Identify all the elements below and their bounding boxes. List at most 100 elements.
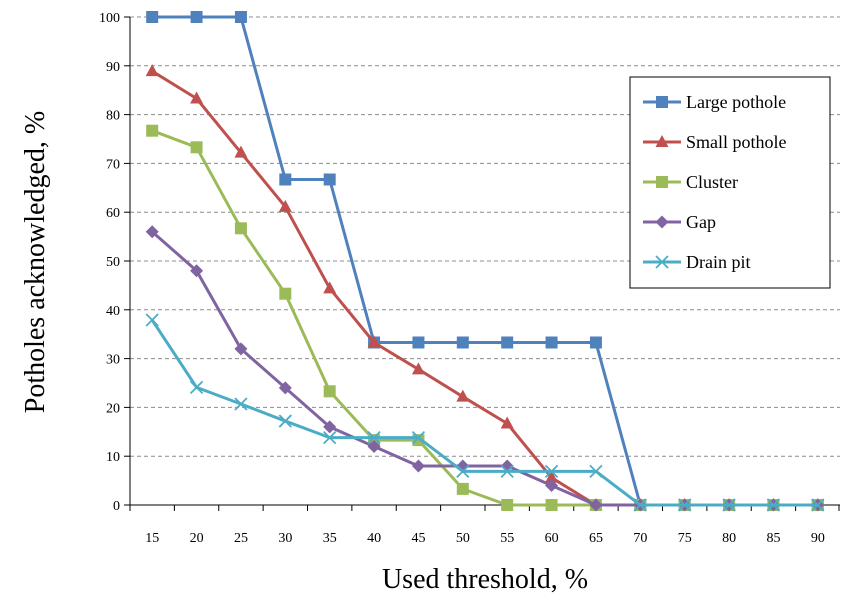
y-tick-label: 90	[106, 60, 120, 75]
legend-label: Large pothole	[686, 92, 786, 112]
legend-entry-small-pothole: Small pothole	[643, 132, 787, 152]
y-tick-label: 0	[113, 499, 120, 514]
x-tick-label: 35	[323, 531, 337, 546]
data-point-gap	[323, 420, 337, 434]
data-point-drain-pit	[811, 498, 825, 512]
y-tick-labels: 0 10 20 30 40 50 60 70 80 90 100	[99, 11, 120, 514]
legend-marker	[655, 135, 669, 147]
data-point-drain-pit	[145, 313, 159, 327]
data-point-small-pothole	[278, 199, 292, 212]
x-tick-labels: 15 20 25 30 35 40 45 50 55 60 65 70 75 80 85 90	[145, 531, 825, 546]
x-tick-label: 55	[500, 531, 514, 546]
data-point-cluster	[323, 385, 336, 398]
data-point-small-pothole	[234, 145, 248, 158]
y-tick-label: 80	[106, 109, 120, 124]
x-tick-label: 45	[411, 531, 425, 546]
x-tick-label: 60	[545, 531, 559, 546]
data-point-small-pothole	[145, 64, 159, 77]
series-layer	[145, 11, 825, 512]
data-point-drain-pit	[678, 498, 692, 512]
x-tick-label: 65	[589, 531, 603, 546]
legend-marker	[655, 255, 669, 269]
data-point-gap	[278, 381, 292, 395]
data-point-drain-pit	[456, 464, 470, 478]
data-point-large-pothole	[234, 11, 247, 23]
data-point-large-pothole	[190, 11, 203, 23]
legend-marker	[655, 215, 669, 229]
data-point-drain-pit	[766, 498, 781, 512]
data-point-small-pothole	[456, 389, 470, 402]
data-point-drain-pit	[633, 498, 647, 512]
data-point-drain-pit	[500, 464, 514, 478]
data-point-cluster	[234, 222, 247, 235]
data-point-small-pothole	[323, 281, 337, 294]
data-point-cluster	[146, 124, 159, 137]
data-point-drain-pit	[234, 397, 248, 411]
data-point-large-pothole	[545, 336, 558, 349]
data-point-large-pothole	[323, 173, 336, 186]
data-point-drain-pit	[367, 431, 381, 445]
data-point-small-pothole	[411, 362, 425, 375]
x-tick-label: 15	[145, 531, 159, 546]
x-axis-title: Used threshold, %	[382, 564, 588, 593]
data-point-small-pothole	[190, 91, 204, 104]
data-point-drain-pit	[278, 414, 292, 428]
data-point-drain-pit	[722, 498, 736, 512]
series-drain-pit	[145, 313, 825, 512]
y-tick-label: 60	[106, 206, 120, 221]
data-point-large-pothole	[456, 336, 469, 349]
data-point-large-pothole	[146, 11, 159, 23]
y-tick-label: 10	[106, 450, 120, 465]
x-tick-label: 20	[190, 531, 204, 546]
legend: Large pothole Small pothole Cluster Gap Drai…	[629, 76, 831, 289]
data-point-gap	[190, 264, 204, 278]
legend-label: Small pothole	[686, 132, 787, 152]
data-point-small-pothole	[367, 335, 381, 348]
data-point-gap	[411, 459, 425, 473]
y-tick-label: 70	[106, 157, 120, 172]
y-tick-label: 40	[106, 304, 120, 319]
legend-entry-cluster: Cluster	[643, 172, 738, 192]
data-point-large-pothole	[501, 336, 514, 349]
legend-marker	[656, 176, 668, 188]
y-axis-title: Potholes acknowledged, %	[20, 111, 51, 414]
x-tick-label: 90	[811, 531, 825, 546]
data-point-gap	[145, 225, 159, 239]
x-tick-label: 40	[367, 531, 381, 546]
x-tick-label: 85	[766, 531, 780, 546]
data-point-drain-pit	[589, 464, 603, 478]
data-point-drain-pit	[189, 380, 204, 395]
x-tick-label: 25	[234, 531, 248, 546]
data-point-drain-pit	[411, 431, 426, 445]
data-point-cluster	[190, 141, 203, 154]
data-point-gap	[545, 478, 559, 492]
series-line-drain-pit	[150, 319, 818, 507]
data-point-cluster	[545, 499, 558, 511]
y-tick-label: 100	[99, 11, 120, 26]
legend-label: Drain pit	[686, 252, 751, 272]
data-point-small-pothole	[545, 470, 559, 483]
legend-label: Gap	[686, 212, 716, 232]
data-point-gap	[367, 439, 381, 453]
data-point-gap	[234, 342, 248, 356]
x-tick-label: 50	[456, 531, 470, 546]
legend-entry-large-pothole: Large pothole	[643, 92, 786, 112]
y-tick-label: 50	[106, 255, 120, 270]
y-tick-label: 20	[106, 401, 120, 416]
data-point-drain-pit	[323, 431, 337, 445]
data-point-small-pothole	[500, 416, 514, 429]
x-tick-label: 70	[633, 531, 647, 546]
x-tick-label: 80	[722, 531, 736, 546]
data-point-cluster	[501, 499, 514, 511]
data-point-gap	[589, 498, 603, 512]
data-point-large-pothole	[412, 336, 425, 349]
data-point-cluster	[279, 287, 292, 300]
y-tick-label: 30	[106, 353, 120, 368]
data-point-large-pothole	[279, 173, 292, 186]
legend-entry-drain-pit: Drain pit	[643, 252, 751, 272]
x-tick-label: 30	[278, 531, 292, 546]
data-point-large-pothole	[589, 336, 602, 349]
data-point-cluster	[456, 482, 469, 495]
x-tick-label: 75	[678, 531, 692, 546]
